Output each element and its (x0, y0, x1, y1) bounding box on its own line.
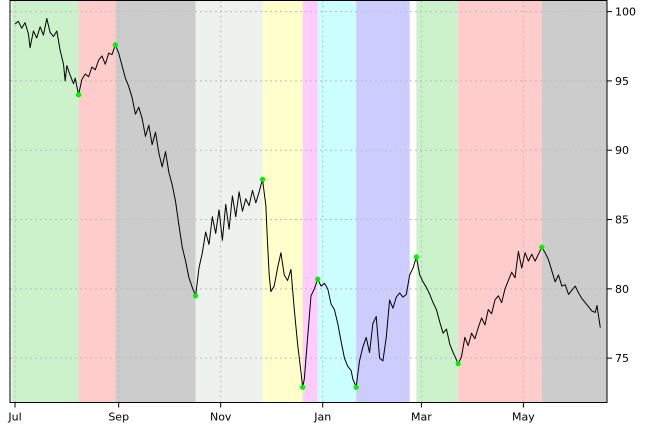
series-line-1 (14, 18, 601, 388)
x-tick-label-may: May (512, 411, 535, 424)
turning-point-6 (315, 276, 321, 282)
x-axis: Jul Sep Nov Jan Mar May (7, 402, 535, 424)
turning-point-3 (193, 293, 199, 299)
turning-point-4 (259, 176, 266, 182)
y-tick-label-90: 90 (615, 144, 629, 157)
y-tick-label-100: 100 (615, 6, 636, 19)
turning-point-2 (112, 42, 118, 48)
price-series (14, 18, 601, 388)
regime-band-9 (416, 0, 459, 403)
y-tick-label-85: 85 (615, 214, 629, 227)
regime-band-10 (458, 0, 542, 403)
regime-band-8 (356, 0, 410, 403)
x-tick-label-mar: Mar (411, 411, 432, 424)
grid-lines (10, 0, 607, 403)
turning-point-7 (353, 384, 359, 390)
plot-frame (9, 0, 608, 403)
turning-point-8 (413, 254, 419, 260)
x-tick-label-jan: Jan (313, 411, 331, 424)
x-tick-label-nov: Nov (210, 411, 232, 424)
y-tick-label-75: 75 (615, 352, 629, 365)
regime-band-7 (317, 0, 357, 403)
x-tick-label-jul: Jul (7, 411, 21, 424)
regime-band-2 (78, 0, 116, 403)
regime-band-6 (302, 0, 318, 403)
regime-band-1 (11, 0, 79, 403)
turning-point-markers (75, 42, 545, 390)
regime-band-11 (541, 0, 607, 403)
x-tick-label-sep: Sep (108, 411, 129, 424)
turning-point-1 (75, 92, 82, 98)
turning-point-10 (539, 244, 545, 250)
turning-point-9 (455, 361, 461, 367)
y-tick-label-95: 95 (615, 75, 629, 88)
regime-bands (11, 0, 607, 403)
regime-band-4 (195, 0, 263, 403)
y-axis: 75 80 85 90 95 100 (607, 6, 636, 365)
regime-band-5 (262, 0, 303, 403)
turning-point-5 (300, 384, 306, 390)
regime-band-3 (115, 0, 196, 403)
y-tick-label-80: 80 (615, 283, 629, 296)
